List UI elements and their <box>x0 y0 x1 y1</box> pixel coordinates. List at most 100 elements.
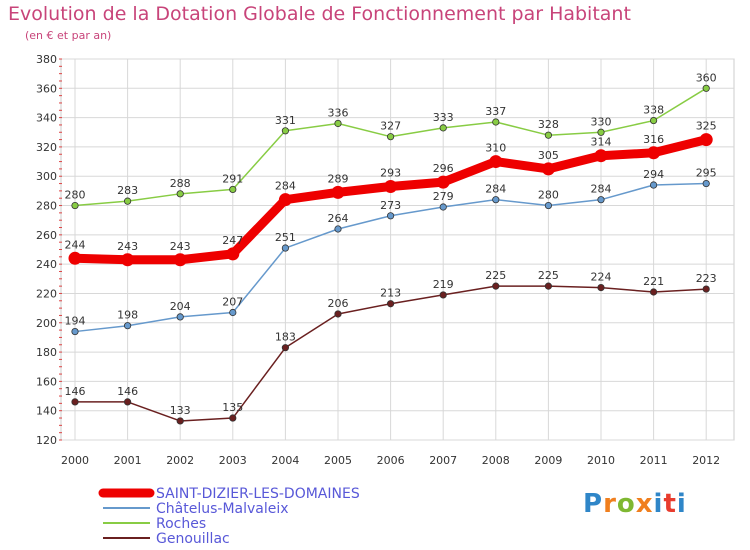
series: 280 283 288 291 331 336 327 333 337 328 330 338 360 1… <box>65 71 717 425</box>
x-tick-label: 2002 <box>166 454 194 467</box>
data-label: 279 <box>433 190 454 203</box>
data-point <box>386 300 395 308</box>
data-point <box>489 155 503 169</box>
x-tick-label: 2008 <box>482 454 510 467</box>
data-label: 146 <box>117 385 138 398</box>
data-point <box>597 283 605 292</box>
data-label: 135 <box>222 401 243 414</box>
y-tick-label: 300 <box>36 170 57 183</box>
x-tick-label: 2012 <box>692 454 720 467</box>
data-point <box>702 179 710 188</box>
data-point <box>439 124 447 132</box>
data-label: 264 <box>328 212 349 225</box>
legend: SAINT-DIZIER-LES-DOMAINESChâtelus-Malval… <box>98 486 360 547</box>
data-point <box>699 133 713 147</box>
x-tick-label: 2004 <box>271 454 299 467</box>
data-point <box>647 146 661 160</box>
data-point <box>121 253 135 267</box>
data-point <box>384 179 398 193</box>
data-point <box>176 190 184 198</box>
data-label: 204 <box>170 300 191 313</box>
data-point <box>124 322 132 330</box>
logo-letter: o <box>616 489 636 519</box>
data-label: 225 <box>485 269 506 282</box>
data-label: 280 <box>65 189 86 202</box>
data-label: 360 <box>696 71 717 84</box>
plot-border <box>60 58 735 441</box>
data-label: 284 <box>591 183 612 196</box>
data-point <box>649 181 658 189</box>
data-label: 280 <box>538 189 559 202</box>
y-tick-label: 160 <box>36 375 57 388</box>
logo-letter: r <box>603 489 617 519</box>
data-point <box>71 201 79 210</box>
data-point <box>278 193 292 207</box>
data-label: 327 <box>380 120 401 133</box>
data-point <box>229 308 237 317</box>
y-tick-label: 280 <box>36 200 57 213</box>
data-label: 294 <box>643 168 664 181</box>
y-tick-label: 340 <box>36 112 57 125</box>
data-label: 328 <box>538 118 559 131</box>
data-label: 183 <box>275 331 296 344</box>
x-tick-label: 2005 <box>324 454 352 467</box>
legend-label: Genouillac <box>156 531 230 547</box>
data-label: 198 <box>117 309 138 322</box>
data-point <box>334 119 342 128</box>
data-label: 146 <box>65 385 86 398</box>
data-label: 291 <box>222 172 243 185</box>
y-tick-label: 180 <box>36 346 57 359</box>
x-tick-label: 2003 <box>219 454 247 467</box>
data-point <box>597 128 605 136</box>
logo-letter: P <box>583 489 604 519</box>
data-point <box>173 253 187 267</box>
data-label: 225 <box>538 269 559 282</box>
grid <box>60 58 735 441</box>
data-label: 221 <box>643 275 664 288</box>
data-label: 296 <box>433 162 454 175</box>
legend-label: Châtelus-Malvaleix <box>156 501 289 517</box>
x-tick-label: 2007 <box>429 454 457 467</box>
legend-label: SAINT-DIZIER-LES-DOMAINES <box>156 486 360 502</box>
data-point <box>176 313 184 321</box>
x-tick-label: 2000 <box>61 454 89 467</box>
logo-letter: t <box>663 489 677 519</box>
data-label: 316 <box>643 133 664 146</box>
data-point <box>281 344 289 352</box>
y-tick-label: 200 <box>36 317 57 330</box>
data-label: 305 <box>538 149 559 162</box>
data-point <box>649 116 658 125</box>
data-label: 284 <box>485 183 506 196</box>
data-label: 325 <box>696 120 717 133</box>
y-tick-label: 380 <box>36 53 57 66</box>
data-point <box>702 84 710 92</box>
axes: 120 140 160 180 200 220 240 260 280 300 320 340 360 3… <box>36 53 720 467</box>
data-label: 244 <box>65 238 86 251</box>
x-tick-label: 2006 <box>377 454 405 467</box>
chart-subtitle: (en € et par an) <box>25 29 112 42</box>
data-label: 283 <box>117 184 138 197</box>
proxiti-logo: Proxiti <box>583 489 687 519</box>
data-point <box>702 285 710 293</box>
data-point <box>334 225 342 233</box>
data-point <box>281 127 289 135</box>
x-tick-label: 2001 <box>114 454 142 467</box>
data-point <box>544 201 553 210</box>
data-label: 314 <box>591 136 612 149</box>
data-point <box>229 185 237 194</box>
data-label: 331 <box>275 114 296 127</box>
data-label: 219 <box>433 278 454 291</box>
data-point <box>439 203 447 211</box>
chart-title: Evolution de la Dotation Globale de Fonc… <box>8 3 631 25</box>
data-point <box>544 282 553 290</box>
data-point <box>229 414 237 422</box>
data-point <box>439 291 447 299</box>
data-label: 330 <box>591 115 612 128</box>
x-tick-label: 2010 <box>587 454 615 467</box>
data-label: 207 <box>222 296 243 309</box>
data-label: 333 <box>433 111 454 124</box>
data-label: 247 <box>222 234 243 247</box>
data-label: 133 <box>170 404 191 417</box>
data-point <box>594 149 608 163</box>
data-point <box>226 247 240 261</box>
